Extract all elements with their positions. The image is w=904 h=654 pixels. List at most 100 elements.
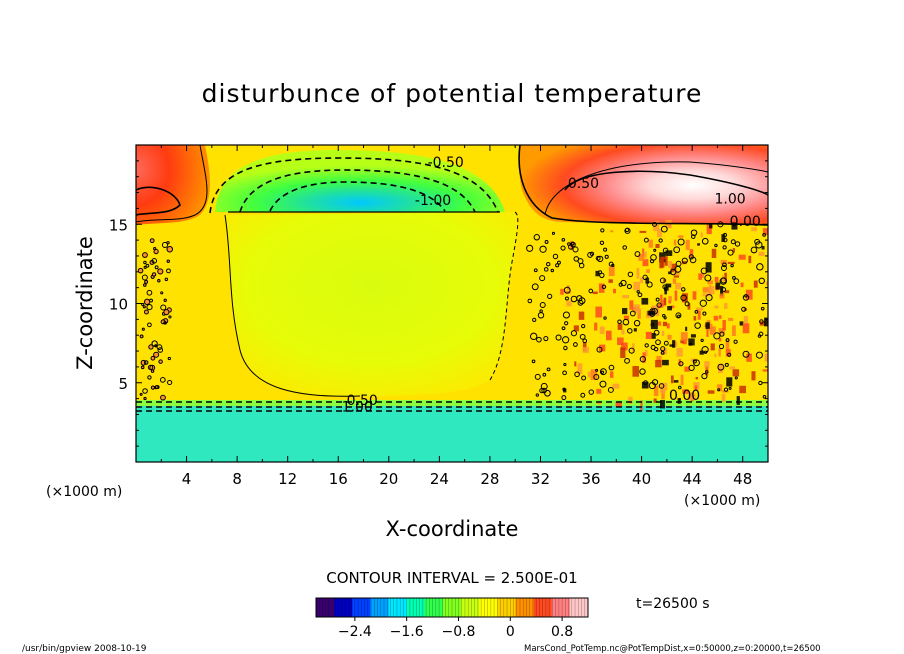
- noise-cell: [665, 283, 672, 288]
- noise-contour: [550, 268, 555, 273]
- noise-contour: [601, 284, 607, 290]
- noise-cell: [673, 275, 679, 278]
- noise-cell: [656, 355, 662, 362]
- noise-cell: [751, 371, 756, 381]
- noise-cell: [702, 287, 710, 293]
- noise-contour: [604, 254, 609, 259]
- noise-cell: [621, 307, 628, 315]
- noise-cell: [692, 291, 697, 300]
- noise-contour: [535, 393, 539, 397]
- noise-contour-left: [143, 283, 147, 287]
- noise-contour-left: [157, 268, 164, 275]
- noise-contour: [717, 363, 725, 371]
- noise-cell: [700, 232, 703, 238]
- noise-cell: [670, 375, 674, 384]
- time-label: t=26500 s: [636, 596, 710, 612]
- noise-contour-left: [168, 315, 172, 319]
- contour-line: [136, 186, 181, 216]
- noise-contour: [658, 383, 665, 389]
- noise-cell: [751, 227, 757, 232]
- noise-contour: [552, 253, 559, 260]
- noise-contour: [540, 382, 548, 390]
- noise-contour: [628, 347, 635, 354]
- noise-contour: [562, 387, 566, 392]
- noise-cell: [637, 308, 641, 319]
- noise-contour-left: [148, 344, 154, 350]
- colorbar-swatch: [406, 598, 426, 617]
- noise-contour: [627, 271, 634, 278]
- noise-contour: [714, 243, 718, 248]
- noise-contour-left: [145, 263, 150, 268]
- noise-cell: [645, 277, 650, 284]
- noise-cell: [722, 320, 726, 331]
- colorbar-swatch: [352, 598, 371, 617]
- noise-contour: [677, 385, 682, 390]
- noise-contour: [732, 275, 736, 280]
- noise-contour-left: [166, 259, 170, 263]
- colorbar-tick-label: 0: [506, 624, 515, 640]
- noise-contour: [636, 290, 640, 294]
- noise-cell: [714, 353, 717, 358]
- noise-cell: [639, 230, 647, 233]
- colorbar-swatch: [442, 598, 462, 617]
- noise-contour: [670, 268, 677, 276]
- noise-contour: [649, 310, 656, 317]
- noise-contour: [595, 368, 599, 372]
- noise-contour-left: [143, 265, 147, 269]
- noise-contour-left: [160, 304, 167, 311]
- noise-contour: [627, 328, 633, 334]
- noise-cell: [641, 381, 649, 389]
- noise-contour: [755, 351, 763, 359]
- noise-cell: [766, 281, 768, 286]
- noise-contour: [688, 364, 695, 372]
- noise-contour: [742, 350, 750, 358]
- noise-contour: [618, 282, 623, 287]
- noise-cell: [670, 305, 675, 309]
- noise-contour: [626, 283, 632, 290]
- colorbar-swatch: [461, 598, 480, 617]
- noise-cell: [764, 317, 768, 327]
- noise-contour: [568, 244, 574, 250]
- contour-label: 0.00: [730, 214, 761, 230]
- noise-cell: [655, 243, 660, 248]
- x-unit-left: (×1000 m): [46, 484, 122, 500]
- noise-cell: [689, 249, 694, 258]
- colorbar-swatch: [515, 598, 535, 617]
- noise-contour-left: [150, 355, 156, 361]
- x-tick-label: 24: [430, 470, 449, 488]
- noise-cell: [694, 385, 698, 391]
- noise-cell: [582, 347, 589, 353]
- noise-cell: [650, 319, 658, 330]
- noise-cell: [599, 344, 606, 352]
- noise-contour: [701, 237, 709, 245]
- contour-line: [209, 157, 499, 214]
- noise-contour: [724, 362, 729, 367]
- noise-cell: [724, 272, 727, 282]
- noise-cell: [639, 277, 644, 284]
- noise-cell: [577, 363, 583, 375]
- noise-cell: [642, 248, 645, 258]
- noise-cell: [732, 369, 740, 377]
- colorbar-tick-label: −2.4: [338, 624, 372, 640]
- noise-cell: [560, 288, 564, 295]
- noise-contour-left: [164, 277, 169, 282]
- noise-cell: [719, 293, 725, 299]
- noise-contour: [536, 336, 542, 343]
- noise-cell: [702, 293, 710, 297]
- x-tick-label: 28: [480, 470, 499, 488]
- noise-contour: [658, 238, 663, 243]
- noise-cell: [667, 334, 672, 340]
- noise-cell: [668, 300, 672, 304]
- noise-contour: [652, 221, 657, 227]
- noise-contour: [733, 278, 740, 284]
- noise-contour: [608, 364, 615, 371]
- noise-contour: [663, 340, 669, 346]
- noise-cell: [636, 268, 640, 279]
- noise-contour-left: [143, 396, 147, 401]
- noise-cell: [621, 329, 625, 335]
- noise-cell: [621, 342, 628, 351]
- noise-contour-left: [160, 291, 164, 295]
- noise-cell: [653, 221, 660, 232]
- noise-contour: [543, 335, 549, 342]
- noise-cell: [672, 340, 676, 348]
